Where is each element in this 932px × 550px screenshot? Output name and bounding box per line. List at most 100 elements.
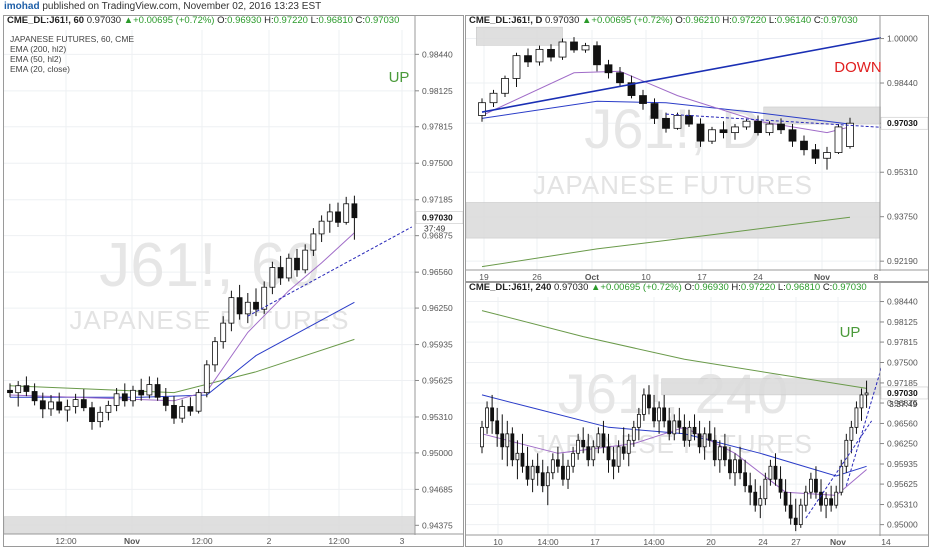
candle-body: [768, 465, 773, 480]
candle-body: [515, 452, 520, 461]
candle-body: [547, 48, 555, 58]
trend-line: [665, 113, 885, 128]
supply-demand-zone: [4, 516, 416, 535]
time-axis-bg: [466, 271, 928, 281]
candle-body: [130, 389, 136, 402]
candle-body: [56, 401, 63, 411]
candle-body: [162, 396, 169, 406]
price-tick-label: 0.96560: [422, 267, 453, 277]
candle-body: [179, 406, 186, 419]
legend-entry: JAPANESE FUTURES, 60, CME: [10, 34, 134, 44]
candle-body: [834, 491, 839, 506]
candle-body: [571, 452, 575, 467]
candle-body: [558, 41, 567, 58]
candle-body: [478, 102, 486, 116]
candle-body: [39, 400, 46, 410]
price-tick-label: 0.95625: [887, 479, 918, 489]
ema-200-line: [481, 310, 867, 389]
author-link[interactable]: imohad: [4, 1, 40, 12]
candle-body: [302, 249, 309, 271]
candle-body: [685, 115, 693, 125]
chart-pane-daily[interactable]: J61!, D JAPANESE FUTURES 1.00000 0.98440 0.9…: [465, 15, 929, 282]
candle-body: [581, 439, 586, 448]
candle-body: [702, 433, 707, 448]
candle-body: [849, 426, 854, 441]
candle-body: [596, 433, 601, 448]
candle-body: [581, 45, 590, 51]
chart-pane-240[interactable]: J61!, 240JAPANESE FUTURES0.984400.981250…: [465, 282, 929, 547]
up-triangle-icon: ▲: [582, 15, 592, 26]
candle-body: [326, 211, 333, 222]
candle-body: [803, 491, 808, 506]
candle-body: [753, 491, 758, 506]
candle-body: [545, 472, 550, 487]
candle-body: [505, 433, 510, 448]
time-axis-bg: [4, 535, 463, 546]
candle-body: [490, 407, 495, 422]
candle-body: [773, 465, 778, 480]
time-tick-label: 3: [400, 536, 405, 546]
ema-200-line: [9, 338, 355, 394]
time-tick-label: 17: [590, 537, 600, 546]
price-tick-label: 0.95310: [887, 500, 918, 510]
ema-20-line: [481, 70, 851, 134]
chart-60: J61!, 60 JAPANESE FUTURES 0.98440 0.98125 0.…: [4, 16, 463, 546]
time-tick-label: 2: [267, 536, 272, 546]
candle-body: [738, 459, 742, 474]
price-tick-label: 0.96875: [422, 231, 453, 241]
up-triangle-icon: ▲: [123, 15, 134, 26]
price-axis-bg: [881, 16, 928, 281]
time-tick-label: 8: [874, 272, 879, 281]
time-tick-label: 14: [881, 537, 891, 546]
candle-body: [611, 459, 616, 467]
ema-200-line: [481, 216, 851, 268]
candle-body: [728, 459, 732, 474]
candle-body: [23, 385, 30, 392]
candle-body: [707, 433, 712, 441]
bar-countdown: 37:49: [424, 224, 446, 234]
candle-body: [269, 267, 276, 288]
time-tick-label: 12:00: [191, 536, 213, 546]
price-tick-label: 0.98440: [422, 49, 453, 59]
candle-body: [121, 393, 128, 402]
watermark-name: JAPANESE FUTURES: [70, 305, 350, 335]
candle-body: [763, 478, 768, 500]
candle-body: [335, 211, 341, 223]
chart-annotation: UP: [389, 69, 410, 86]
candle-body: [823, 152, 831, 159]
trend-line: [481, 36, 885, 113]
candle-body: [662, 407, 667, 422]
candle-body: [800, 140, 808, 151]
candle-body: [697, 433, 702, 448]
candle-body: [318, 220, 325, 235]
candle-body: [550, 459, 555, 474]
time-tick-label: 12:00: [55, 536, 77, 546]
candle-body: [788, 129, 797, 142]
last-price-tag-bg: [880, 116, 928, 130]
supply-demand-zone: [661, 378, 888, 396]
candle-body: [687, 426, 692, 441]
candle-body: [748, 485, 753, 493]
candle-body: [814, 478, 818, 493]
price-tick-label: 0.95935: [422, 340, 453, 350]
candle-body: [631, 426, 636, 441]
candle-body: [642, 394, 646, 415]
time-tick-label: 24: [758, 537, 768, 546]
price-tick-label: 0.98440: [887, 78, 918, 88]
candle-body: [657, 407, 662, 422]
candle-body: [682, 426, 687, 441]
candle-body: [146, 384, 153, 396]
price-tick-label: 0.97815: [887, 337, 918, 347]
chart-annotation: UP: [840, 324, 861, 341]
price-tick-label: 0.96250: [422, 303, 453, 313]
candle-body: [696, 123, 705, 142]
time-tick-label: 27: [791, 537, 801, 546]
candle-body: [524, 55, 532, 63]
chart-annotation: DOWN: [834, 59, 882, 76]
time-tick-label: 19: [479, 272, 489, 281]
candle-body: [7, 389, 13, 394]
time-tick-label: 12:00: [328, 536, 350, 546]
candle-body: [154, 384, 161, 398]
time-tick-label: 20: [706, 537, 716, 546]
chart-pane-60[interactable]: CME_DL:J61!, 60 0.97030 ▲+0.00695 (+0.72…: [3, 15, 464, 547]
